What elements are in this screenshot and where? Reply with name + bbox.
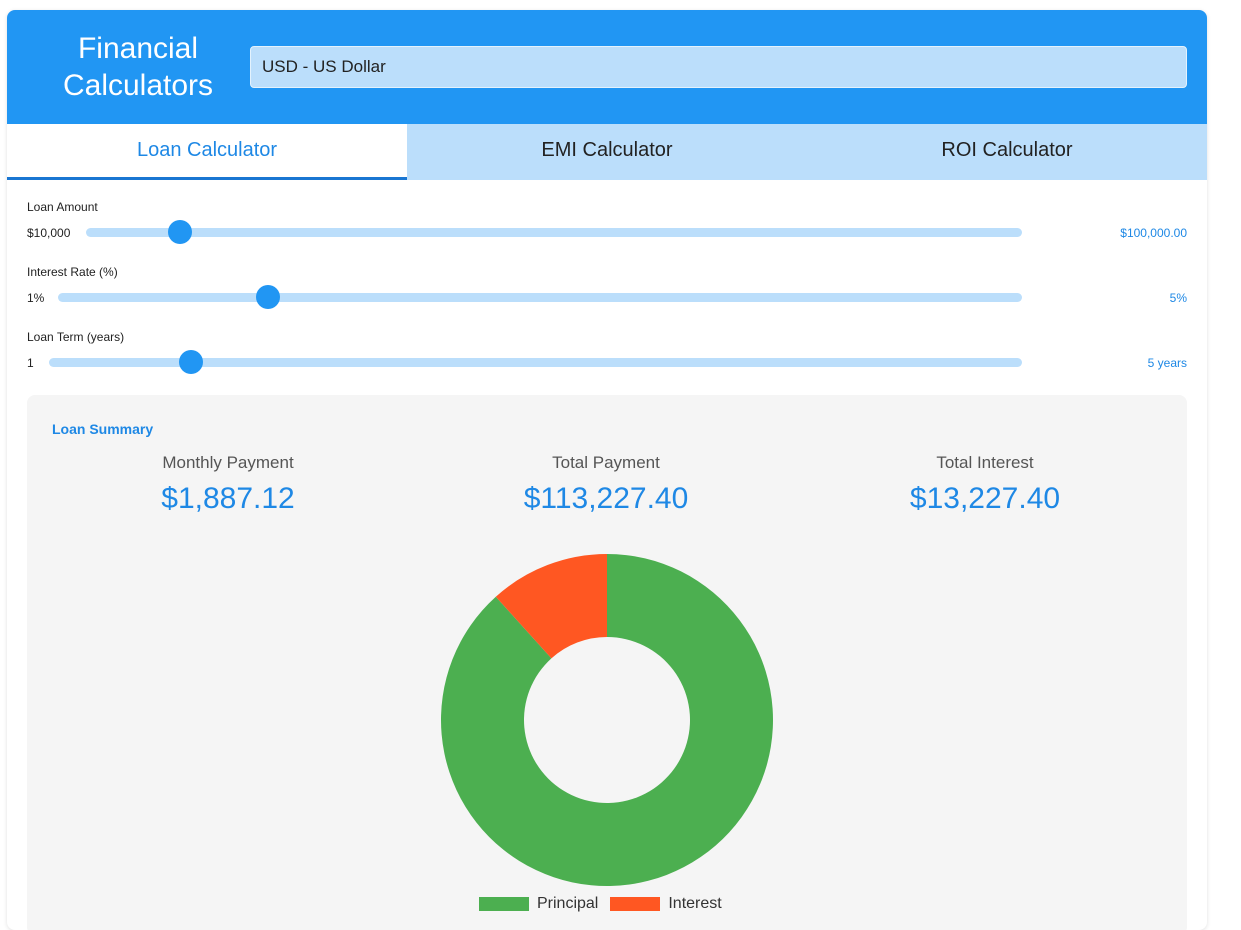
tab-bar: Loan Calculator EMI Calculator ROI Calcu…	[7, 124, 1207, 180]
loan-amount-value: $100,000.00	[1120, 226, 1187, 240]
loan-term-slider[interactable]	[49, 350, 1022, 374]
total-payment-value: $113,227.40	[523, 482, 689, 515]
loan-amount-thumb[interactable]	[167, 220, 192, 244]
tab-roi-calculator[interactable]: ROI Calculator	[941, 139, 1073, 161]
legend-item-interest[interactable]: Interest	[610, 895, 722, 913]
app-header: Financial Calculators USD - US Dollar	[7, 10, 1207, 124]
app-title: Financial Calculators	[62, 32, 214, 102]
legend-label-interest: Interest	[668, 895, 722, 912]
chart-legend: Principal Interest	[479, 895, 722, 913]
legend-item-principal[interactable]: Principal	[479, 895, 598, 913]
donut-slice-principal[interactable]	[441, 554, 773, 886]
interest-rate-thumb[interactable]	[256, 285, 281, 309]
total-interest-label: Total Interest	[936, 453, 1034, 472]
monthly-payment-value: $1,887.12	[161, 482, 295, 515]
interest-rate-slider[interactable]	[58, 285, 1022, 309]
loan-term-min: 1	[27, 356, 34, 370]
total-payment-stat: Total Payment $113,227.40	[456, 453, 756, 521]
loan-summary-panel: Loan Summary Monthly Payment $1,887.12 T…	[27, 395, 1187, 930]
calculator-card: Financial Calculators USD - US Dollar Lo…	[7, 10, 1207, 930]
loan-term-value: 5 years	[1147, 356, 1187, 370]
loan-amount-min: $10,000	[27, 226, 71, 240]
loan-breakdown-donut-chart	[441, 554, 773, 886]
donut-slice-interest[interactable]	[495, 554, 607, 659]
legend-label-principal: Principal	[537, 895, 599, 912]
tab-emi-calculator[interactable]: EMI Calculator	[541, 139, 673, 161]
loan-amount-slider[interactable]	[86, 220, 1022, 244]
loan-term-thumb[interactable]	[179, 350, 204, 374]
total-interest-value: $13,227.40	[909, 482, 1061, 515]
monthly-payment-label: Monthly Payment	[162, 453, 294, 472]
interest-rate-label: Interest Rate (%)	[27, 265, 118, 279]
currency-select[interactable]: USD - US Dollar	[250, 46, 1187, 88]
loan-amount-label: Loan Amount	[27, 200, 98, 214]
loan-summary-title: Loan Summary	[52, 421, 154, 437]
tab-loan-calculator[interactable]: Loan Calculator	[7, 124, 407, 180]
interest-rate-min: 1%	[27, 291, 45, 305]
loan-term-label: Loan Term (years)	[27, 330, 125, 344]
interest-rate-value: 5%	[1169, 291, 1187, 305]
monthly-payment-stat: Monthly Payment $1,887.12	[78, 453, 378, 521]
legend-swatch-interest	[610, 897, 661, 911]
legend-swatch-principal	[479, 897, 529, 911]
total-payment-label: Total Payment	[552, 453, 660, 472]
total-interest-stat: Total Interest $13,227.40	[835, 453, 1135, 521]
